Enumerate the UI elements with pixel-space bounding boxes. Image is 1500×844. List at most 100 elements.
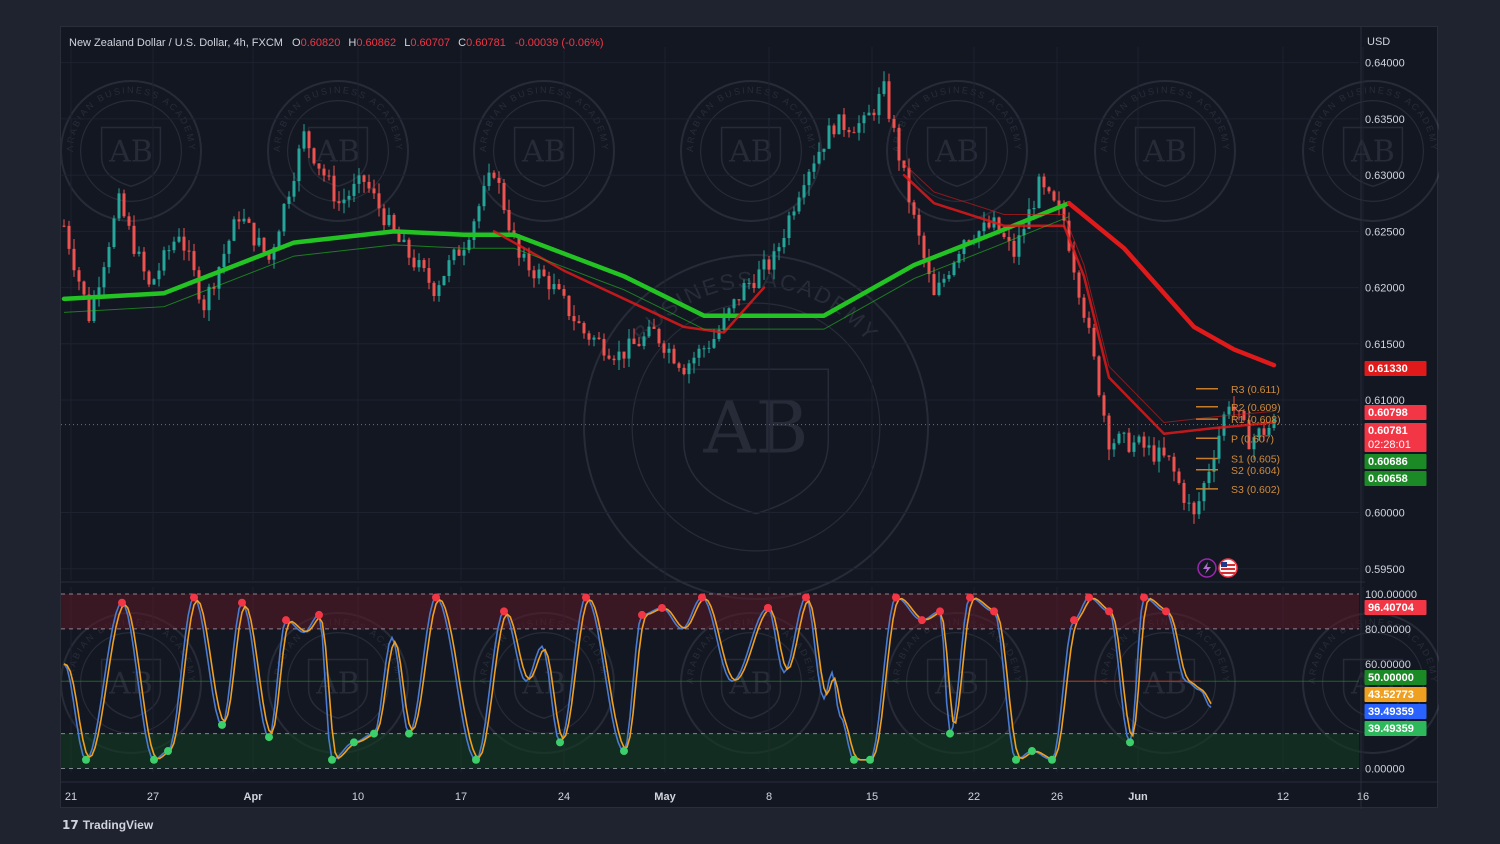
- candle-body: [822, 148, 826, 152]
- candle-body: [977, 231, 981, 242]
- candle-body: [557, 284, 561, 290]
- shield-icon: [1342, 126, 1404, 188]
- candle-body: [317, 163, 321, 169]
- candle-body: [637, 343, 641, 347]
- watermark-inner-ring: [699, 99, 803, 203]
- candle-body: [732, 299, 736, 309]
- shield-icon: [307, 126, 369, 188]
- overbought-dot: [936, 607, 944, 616]
- moving-average-line: [1066, 200, 1277, 368]
- candle-body: [217, 267, 221, 289]
- candle-body: [687, 363, 691, 375]
- candle-body: [1132, 442, 1136, 452]
- price-tag-bg: [1364, 454, 1427, 469]
- us-flag-icon[interactable]: [1218, 558, 1238, 578]
- watermark-monogram: AB: [315, 134, 360, 169]
- watermark-monogram: AB: [934, 134, 979, 169]
- pivot-levels: R3 (0.611) R2 (0.609)R1 (0.608) P (0.607) S…: [1196, 384, 1281, 496]
- overbought-dot: [892, 593, 900, 602]
- y-tick-label: 0.61000: [1365, 395, 1405, 407]
- watermark-ring-textpath: BUSINESS ACADEMY: [628, 267, 882, 347]
- candle-body: [172, 241, 176, 251]
- pivot-label: R1 (0.608): [1231, 414, 1281, 426]
- candle-body: [442, 276, 446, 286]
- candle-body: [707, 347, 711, 349]
- tradingview-footer[interactable]: 17 TradingView: [62, 818, 153, 832]
- candle-body: [1217, 435, 1221, 459]
- candle-body: [887, 81, 891, 119]
- moving-average-line: [61, 200, 1072, 318]
- candle-body: [632, 338, 636, 344]
- candle-body: [797, 197, 801, 212]
- candle-body: [292, 181, 296, 197]
- candle-body: [1152, 445, 1156, 462]
- price-tag-bg: [1364, 721, 1427, 736]
- candle-body: [597, 337, 601, 339]
- candle-body: [97, 287, 101, 296]
- candle-body: [812, 163, 816, 172]
- candle-body: [837, 114, 841, 135]
- lightning-icon[interactable]: [1197, 558, 1217, 578]
- overbought-dot: [918, 616, 926, 625]
- oversold-dot: [850, 755, 858, 764]
- candle-body: [1092, 327, 1096, 357]
- moving-averages: [61, 163, 1365, 436]
- candle-body: [542, 269, 546, 276]
- price-tag-bg: [1364, 600, 1427, 615]
- shield-icon: [926, 126, 988, 188]
- candle-body: [432, 282, 436, 296]
- candle-body: [1227, 406, 1231, 415]
- candle-body: [417, 260, 421, 268]
- overbought-dot: [966, 593, 974, 602]
- candle-body: [487, 172, 491, 187]
- candle-body: [547, 275, 551, 290]
- candle-body: [462, 250, 466, 256]
- candle-body: [917, 214, 921, 236]
- y-tick-label: 0.62500: [1365, 226, 1405, 238]
- candle-body: [967, 240, 971, 242]
- candle-body: [527, 253, 531, 271]
- candle-body: [437, 285, 441, 296]
- legend-row: New Zealand Dollar / U.S. Dollar, 4h, FX…: [69, 37, 604, 49]
- candle-body: [142, 251, 146, 272]
- candle-body: [502, 182, 506, 210]
- candle-body: [897, 127, 901, 161]
- price-tag-bg: [1364, 704, 1427, 719]
- candle-body: [1002, 233, 1006, 237]
- oversold-dot: [1048, 755, 1056, 764]
- candle-body: [1177, 471, 1181, 483]
- price-tag-text: 0.60658: [1368, 473, 1408, 485]
- candle-body: [1137, 436, 1141, 443]
- candle-body: [262, 237, 266, 253]
- overbought-dot: [315, 610, 323, 619]
- low-label: L: [404, 37, 410, 49]
- candle-body: [577, 321, 581, 324]
- candle-series: [62, 71, 1276, 524]
- candle-body: [647, 326, 651, 337]
- candle-body: [982, 222, 986, 232]
- candle-body: [1172, 456, 1176, 472]
- price-tags: 0.61330 0.60798 0.60781 02:28:01 0.60686 0.60…: [1364, 361, 1427, 736]
- pivot-label: R3 (0.611): [1231, 384, 1280, 396]
- candle-body: [447, 260, 451, 277]
- candle-body: [402, 239, 406, 243]
- candle-body: [182, 236, 186, 251]
- price-tag-bg: [1364, 687, 1427, 702]
- candle-body: [1057, 200, 1061, 207]
- candle-body: [522, 253, 526, 258]
- candle-body: [692, 357, 696, 364]
- oversold-dot: [620, 747, 628, 756]
- candle-body: [777, 247, 781, 252]
- candle-body: [737, 299, 741, 301]
- candle-body: [1197, 501, 1201, 515]
- candle-body: [282, 203, 286, 232]
- close-label: C: [458, 37, 466, 49]
- x-tick-label: May: [654, 791, 676, 803]
- candle-body: [1062, 206, 1066, 221]
- stochastic-panel: [61, 593, 1359, 770]
- candle-body: [67, 225, 71, 249]
- oversold-dot: [1012, 755, 1020, 764]
- candle-body: [852, 132, 856, 134]
